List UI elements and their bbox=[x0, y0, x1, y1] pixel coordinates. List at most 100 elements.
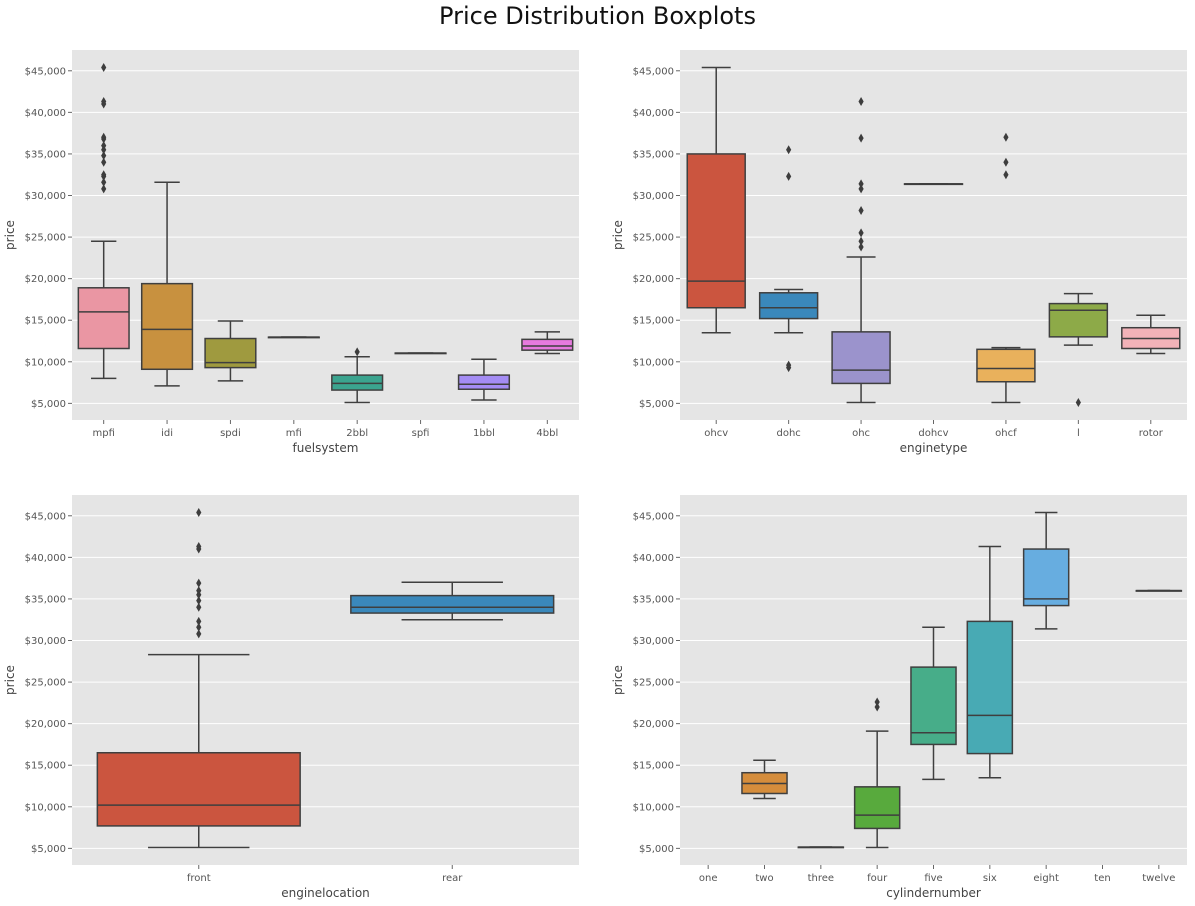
box-body bbox=[853, 786, 901, 830]
outlier-point bbox=[354, 347, 360, 357]
outlier-point bbox=[196, 629, 202, 639]
outlier-point bbox=[101, 97, 107, 107]
outlier-point bbox=[101, 170, 107, 180]
y-tick-label: $10,000 bbox=[25, 802, 66, 813]
x-axis-label: enginetype bbox=[900, 441, 968, 455]
y-tick-label: $45,000 bbox=[25, 66, 66, 77]
outlier-point bbox=[1003, 170, 1009, 180]
y-tick-label: $5,000 bbox=[31, 399, 66, 410]
x-tick-label: ten bbox=[1094, 873, 1110, 884]
y-tick-label: $30,000 bbox=[633, 191, 674, 202]
outlier-point bbox=[101, 184, 107, 194]
outlier-point bbox=[101, 141, 107, 151]
box-body bbox=[831, 331, 891, 385]
x-tick-label: front bbox=[187, 873, 211, 884]
y-tick-label: $10,000 bbox=[25, 357, 66, 368]
outlier-point bbox=[858, 205, 864, 215]
outlier-point bbox=[196, 542, 202, 552]
y-tick-label: $30,000 bbox=[633, 636, 674, 647]
x-tick-label: rear bbox=[442, 873, 463, 884]
box-body bbox=[521, 338, 574, 351]
x-tick-label: twelve bbox=[1142, 873, 1175, 884]
outlier-point bbox=[196, 586, 202, 596]
y-tick-label: $45,000 bbox=[633, 66, 674, 77]
x-tick-label: ohc bbox=[852, 428, 870, 439]
figure-title: Price Distribution Boxplots bbox=[439, 2, 756, 30]
box-1bbl bbox=[457, 358, 511, 401]
y-tick-label: $40,000 bbox=[633, 108, 674, 119]
outlier-point bbox=[858, 179, 864, 189]
subplot-cylindernumber: $5,000 $10,000 $15,000 $20,000 $25,000 $30,00… bbox=[611, 495, 1187, 900]
x-tick-label: dohcv bbox=[918, 428, 948, 439]
y-tick-label: $45,000 bbox=[633, 511, 674, 522]
plot-background bbox=[680, 50, 1187, 420]
box-body bbox=[457, 374, 511, 390]
outlier-point bbox=[1003, 157, 1009, 167]
x-tick-label: 2bbl bbox=[346, 428, 368, 439]
outlier-point bbox=[858, 242, 864, 252]
box-rotor bbox=[1121, 314, 1181, 355]
x-tick-label: five bbox=[924, 873, 942, 884]
outlier-point bbox=[858, 97, 864, 107]
x-tick-label: four bbox=[867, 873, 888, 884]
y-axis-label: price bbox=[611, 665, 625, 695]
x-tick-label: spdi bbox=[220, 428, 241, 439]
x-tick-label: 1bbl bbox=[473, 428, 495, 439]
outlier-point bbox=[101, 177, 107, 187]
x-tick-label: two bbox=[755, 873, 773, 884]
y-tick-label: $35,000 bbox=[25, 594, 66, 605]
x-tick-label: spfi bbox=[412, 428, 430, 439]
subplot-enginelocation: $5,000 $10,000 $15,000 $20,000 $25,000 $30,00… bbox=[3, 495, 579, 900]
outlier-point bbox=[196, 616, 202, 626]
box-two bbox=[741, 759, 788, 800]
x-tick-label: ohcf bbox=[995, 428, 1017, 439]
box-five bbox=[910, 626, 957, 781]
y-tick-label: $15,000 bbox=[25, 761, 66, 772]
box-three bbox=[797, 846, 845, 849]
outlier-point bbox=[874, 697, 880, 707]
box-spdi bbox=[204, 320, 257, 382]
x-tick-label: eight bbox=[1033, 873, 1059, 884]
box-body bbox=[1022, 548, 1070, 607]
y-tick-label: $25,000 bbox=[633, 678, 674, 689]
outlier-point bbox=[858, 133, 864, 143]
box-rear bbox=[350, 581, 555, 621]
box-dohc bbox=[758, 145, 819, 373]
outlier-point bbox=[101, 151, 107, 161]
y-tick-label: $15,000 bbox=[25, 316, 66, 327]
y-tick-label: $20,000 bbox=[25, 719, 66, 730]
y-tick-label: $5,000 bbox=[639, 844, 674, 855]
box-body bbox=[910, 666, 957, 746]
y-axis-label: price bbox=[611, 220, 625, 250]
y-tick-label: $30,000 bbox=[25, 191, 66, 202]
box-mfi bbox=[267, 336, 320, 339]
y-tick-label: $15,000 bbox=[633, 761, 674, 772]
box-ohcf bbox=[976, 132, 1036, 404]
x-tick-label: rotor bbox=[1139, 428, 1164, 439]
x-tick-label: mfi bbox=[286, 428, 302, 439]
subplot-fuelsystem: $5,000 $10,000 $15,000 $20,000 $25,000 $30,00… bbox=[3, 50, 579, 455]
box-dohcv bbox=[903, 183, 964, 186]
outlier-point bbox=[858, 236, 864, 246]
outlier-point bbox=[858, 184, 864, 194]
x-tick-label: mpfi bbox=[92, 428, 114, 439]
outlier-point bbox=[196, 596, 202, 606]
box-body bbox=[976, 348, 1036, 383]
y-tick-label: $30,000 bbox=[25, 636, 66, 647]
outlier-point bbox=[874, 702, 880, 712]
x-tick-label: dohc bbox=[776, 428, 800, 439]
outlier-point bbox=[101, 132, 107, 142]
box-body bbox=[966, 620, 1014, 755]
y-tick-label: $35,000 bbox=[633, 594, 674, 605]
y-tick-label: $5,000 bbox=[31, 844, 66, 855]
x-axis-label: fuelsystem bbox=[293, 441, 359, 455]
y-tick-label: $40,000 bbox=[25, 108, 66, 119]
x-tick-label: 4bbl bbox=[536, 428, 558, 439]
box-body bbox=[140, 282, 194, 371]
y-tick-label: $5,000 bbox=[639, 399, 674, 410]
outlier-point bbox=[196, 602, 202, 612]
y-tick-label: $10,000 bbox=[633, 802, 674, 813]
box-spfi bbox=[394, 352, 447, 355]
